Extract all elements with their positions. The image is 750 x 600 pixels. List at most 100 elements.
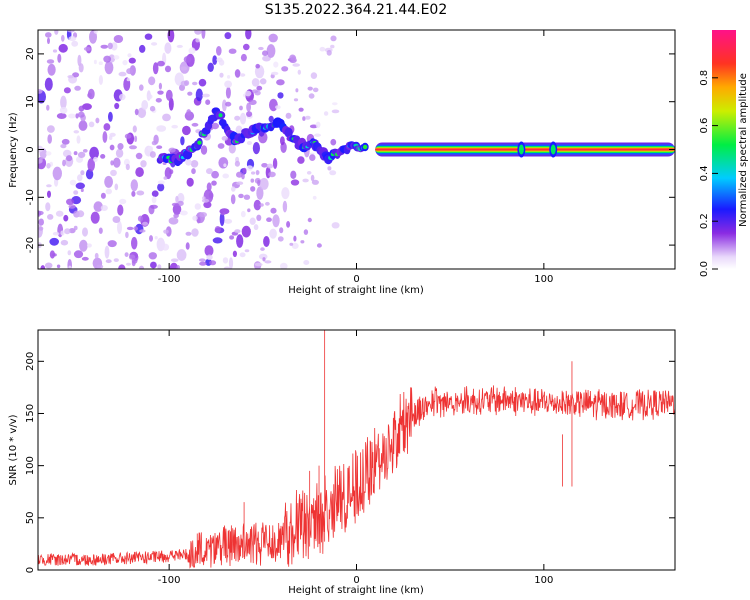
- spectrogram-stripe-cell: [232, 250, 237, 257]
- spectrogram-speckle-cell: [246, 165, 253, 172]
- spectrogram-speckle-cell: [151, 140, 158, 146]
- spectrogram-stripe-cell: [38, 218, 44, 226]
- spectrogram-ridge-core: [362, 144, 368, 150]
- spectrogram-stripe-cell: [107, 240, 117, 248]
- spectrogram-speckle-cell: [134, 108, 139, 116]
- spectrogram-stripe-cell: [73, 17, 81, 26]
- spectrogram-speckle-cell: [264, 260, 272, 264]
- spectrogram-blob-core: [550, 144, 556, 155]
- spectrogram-stripe-cell: [225, 86, 231, 99]
- colorbar-tick-label: 0.6: [699, 118, 710, 134]
- spectrogram-speckle-cell: [186, 109, 192, 116]
- spectrogram-speckle-cell: [87, 92, 92, 98]
- spectrogram-stripe-cell: [47, 125, 55, 133]
- spectrogram-stripe-cell: [76, 135, 81, 144]
- spectrogram-speckle-cell: [161, 243, 170, 251]
- spectrogram-speckle-cell: [228, 48, 237, 54]
- spectrogram-speckle-cell: [265, 201, 270, 206]
- spectrogram-stripe-cell: [239, 112, 247, 125]
- spectrogram-stripe-cell: [245, 30, 252, 40]
- spectrogram-speckle-cell: [243, 194, 251, 200]
- spectrogram-stripe-cell: [93, 201, 103, 212]
- spectrogram-speckle-cell: [261, 163, 268, 168]
- spectrogram-speckle-cell: [179, 210, 188, 216]
- spectrogram-speckle-cell: [251, 89, 259, 93]
- colorbar-ticks: 0.0 0.2 0.4 0.6 0.8: [699, 70, 718, 277]
- spectrogram-speckle-cell: [185, 231, 192, 236]
- spectrogram-stripe-cell: [243, 43, 250, 51]
- spectrogram-speckle-cell: [83, 46, 91, 51]
- spectrogram-stripe-cell: [224, 17, 232, 29]
- spectrogram-speckle-cell: [54, 30, 59, 35]
- spectrogram-speckle-cell: [169, 169, 174, 175]
- spectrogram-speckle-cell: [300, 240, 305, 244]
- spectrogram-stripe-cell: [112, 216, 121, 223]
- spectrogram-speckle-cell: [221, 136, 228, 141]
- spectrogram-stripe-cell: [185, 242, 190, 250]
- spectrogram-stripe-cell: [47, 63, 56, 76]
- spectrogram-stripe-cell: [252, 142, 260, 155]
- spectrogram-speckle-cell: [139, 84, 144, 91]
- spectrogram-speckle-cell: [291, 242, 299, 249]
- spectrogram-speckle-cell: [73, 151, 78, 156]
- spectrogram-speckle-cell: [202, 93, 210, 98]
- spectrogram-speckle-cell: [129, 145, 137, 150]
- spectrogram-stripe-cell: [277, 92, 284, 99]
- spectrogram-speckle-cell: [307, 86, 313, 91]
- spectrogram-speckle-cell: [67, 30, 75, 33]
- spectrogram-stripe-cell: [272, 158, 278, 169]
- spectrogram-speckle-cell: [86, 243, 92, 248]
- colorbar: 0.0 0.2 0.4 0.6 0.8 Normalized spectral ampl…: [699, 30, 749, 277]
- spectrogram-speckle-cell: [74, 85, 81, 91]
- spectrogram-speckle-cell: [133, 226, 138, 231]
- spectrogram-speckle-cell: [114, 183, 119, 191]
- spectrogram-speckle-cell: [59, 106, 68, 114]
- spectrogram-speckle-cell: [236, 171, 243, 178]
- spectrogram-stripe-cell: [104, 245, 110, 259]
- spectrogram-stripe-cell: [132, 125, 137, 133]
- spectrogram-speckle-cell: [147, 94, 153, 100]
- spectrogram-stripe-cell: [234, 69, 241, 78]
- spectrogram-speckle-cell: [312, 87, 319, 93]
- spectrogram-speckle-cell: [125, 231, 129, 239]
- spectrogram-speckle-cell: [293, 235, 297, 242]
- spectrogram-stripe-cell: [207, 62, 214, 72]
- spectrogram-speckle-cell: [52, 253, 57, 257]
- spectrogram-speckle-cell: [240, 210, 246, 218]
- spectrogram-speckle-cell: [236, 181, 244, 185]
- spectrogram-speckle-cell: [52, 49, 58, 53]
- spectrogram-stripe-cell: [211, 122, 219, 130]
- spectrogram-speckle-cell: [329, 170, 337, 176]
- snr-plot-area: [38, 330, 675, 570]
- spectrogram-stripe-cell: [281, 187, 290, 200]
- spectrogram-speckle-cell: [246, 141, 252, 145]
- spectrogram-stripe-cell: [135, 167, 144, 178]
- spectrogram-speckle-cell: [100, 205, 108, 211]
- spectrogram-stripe-cell: [49, 237, 59, 246]
- spectrogram-speckle-cell: [67, 250, 72, 256]
- spectrogram-speckle-cell: [242, 167, 247, 174]
- spectrogram-blob-core: [518, 144, 524, 155]
- spectrogram-speckle-cell: [154, 236, 158, 240]
- spectrogram-speckle-cell: [254, 262, 263, 267]
- spectrogram-speckle-cell: [312, 195, 317, 200]
- spectrogram-speckle-cell: [277, 236, 284, 242]
- spectrogram-speckle-cell: [46, 184, 52, 188]
- spectrogram-speckle-cell: [247, 208, 251, 213]
- spectrogram-speckle-cell: [326, 49, 332, 56]
- spectrogram-stripe-cell: [77, 54, 82, 67]
- spectrogram-speckle-cell: [56, 264, 61, 269]
- spectrogram-speckle-cell: [218, 59, 225, 66]
- spectrogram-speckle-cell: [142, 221, 149, 226]
- spectrogram-speckle-cell: [157, 180, 165, 185]
- spectrogram-speckle-cell: [168, 147, 176, 153]
- spectrogram-stripe-cell: [263, 236, 270, 247]
- spectrogram-speckle-cell: [81, 256, 89, 261]
- spectrogram-speckle-cell: [139, 229, 146, 233]
- spectrogram-stripe-cell: [58, 43, 68, 53]
- spectrogram-stripe-cell: [241, 225, 251, 238]
- spectrogram-speckle-cell: [173, 213, 179, 218]
- spectrogram-speckle-cell: [122, 60, 128, 66]
- spectrogram-stripe-cell: [56, 113, 67, 119]
